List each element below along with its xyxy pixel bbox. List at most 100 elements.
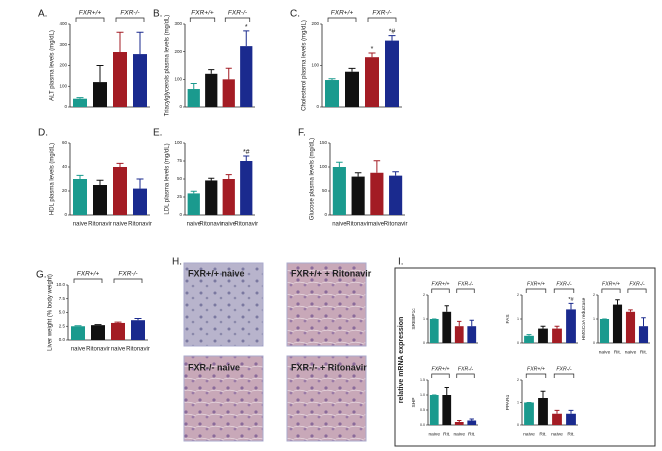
bar — [552, 413, 562, 425]
error-bar — [554, 325, 560, 329]
y-axis-label: Glucose plasma levels (mg/dL) — [310, 138, 316, 220]
bar — [625, 311, 636, 343]
y-axis-label: Cholesterol plasma levels (mg/dL) — [302, 20, 308, 111]
error-bar — [373, 160, 381, 173]
bar — [325, 80, 339, 107]
bar — [429, 395, 439, 425]
bar — [351, 176, 365, 215]
error-bar — [190, 190, 197, 194]
image-label: FXR-/- naive — [188, 362, 240, 372]
image-label: FXR+/+ + Ritonavir — [291, 268, 372, 278]
y-tick-label: 0 — [517, 423, 519, 427]
bar — [205, 73, 218, 107]
x-tick-label: Ritonavir — [126, 347, 150, 353]
group-label: FXR+/+ — [79, 10, 102, 17]
bar — [538, 328, 548, 343]
error-bar — [76, 97, 84, 99]
error-bar — [457, 420, 462, 422]
y-tick-label: 1.0 — [420, 393, 425, 397]
error-bar — [457, 320, 462, 327]
bar — [222, 79, 235, 107]
group-bracket — [431, 288, 450, 293]
y-tick-label: 200 — [311, 21, 319, 26]
group-bracket — [75, 17, 105, 22]
error-bar — [96, 65, 104, 83]
x-tick-label: Rit. — [539, 431, 546, 437]
group-label: FXR+/+ — [527, 281, 545, 287]
y-tick-label: 1.5 — [420, 378, 425, 382]
error-bar — [554, 409, 560, 414]
group-bracket — [189, 17, 216, 22]
group-label: FXR-/- — [556, 366, 572, 372]
group-bracket — [367, 17, 397, 22]
group-label: FXR-/- — [629, 281, 645, 287]
group-label: FXR-/- — [118, 271, 138, 278]
error-bar — [243, 30, 250, 47]
bar — [131, 320, 145, 340]
bar — [73, 98, 87, 107]
bar — [187, 193, 200, 215]
annotation: *# — [568, 297, 574, 303]
error-bar — [136, 178, 144, 189]
y-axis-label: FAS — [505, 314, 511, 323]
y-axis-label: LDL plasma levels (mg/dL) — [165, 143, 171, 214]
x-tick-label: naive — [370, 222, 385, 228]
y-tick-label: 200 — [59, 63, 67, 68]
group-label: FXR+/+ — [191, 10, 214, 17]
y-tick-label: 7.5 — [59, 296, 66, 301]
panel-letter: E. — [153, 128, 162, 139]
y-tick-label: 25 — [177, 194, 183, 199]
error-bar — [540, 390, 546, 398]
panel-letter: G. — [36, 270, 47, 281]
error-bar — [136, 31, 144, 55]
group-label: FXR+/+ — [331, 10, 354, 17]
bar — [566, 413, 576, 425]
group-label: FXR+/+ — [527, 366, 545, 372]
x-tick-label: Ritonavir — [234, 222, 258, 228]
error-bar — [243, 155, 250, 161]
x-tick-label: naive — [332, 222, 347, 228]
bar — [93, 185, 107, 215]
x-tick-label: Rit. — [567, 431, 574, 437]
y-tick-label: 0 — [179, 212, 182, 217]
bar — [113, 167, 127, 215]
x-tick-label: naive — [625, 349, 637, 355]
x-tick-label: naive — [454, 431, 466, 437]
x-tick-label: naive — [599, 349, 611, 355]
y-tick-label: 0 — [517, 341, 519, 345]
x-tick-label: Ritonavir — [88, 222, 112, 228]
y-tick-label: 0.5 — [420, 408, 425, 412]
x-tick-label: naive — [111, 347, 126, 353]
bar — [612, 304, 623, 343]
y-tick-label: 2 — [517, 293, 519, 297]
y-tick-label: 0 — [64, 212, 67, 217]
y-tick-label: 2 — [423, 293, 425, 297]
error-bar — [469, 319, 474, 327]
y-axis-label: SREBP1c — [411, 308, 417, 330]
panel-letter: H. — [172, 257, 182, 268]
error-bar — [444, 387, 449, 395]
group-bracket — [327, 17, 357, 22]
y-axis-label: SHP — [411, 398, 417, 408]
bar — [240, 46, 253, 107]
panel-letter: F. — [298, 128, 306, 139]
y-tick-label: 1 — [423, 317, 425, 321]
group-bracket — [553, 288, 575, 293]
group-label: FXR+/+ — [432, 366, 450, 372]
y-tick-label: 0 — [316, 104, 319, 109]
y-tick-label: 100 — [311, 63, 319, 68]
bar — [599, 319, 610, 343]
y-axis-label: HMGCoA reductase — [581, 297, 587, 340]
bar — [93, 82, 107, 107]
error-bar — [615, 299, 620, 305]
y-tick-label: 0 — [324, 212, 327, 217]
y-tick-label: 0.0 — [59, 337, 66, 342]
bar — [187, 89, 200, 107]
histology-image — [286, 262, 367, 347]
group-label: FXR-/- — [556, 281, 572, 287]
error-bar — [348, 67, 356, 72]
error-bar — [354, 172, 362, 177]
x-tick-label: Ritonavir — [86, 347, 110, 353]
x-tick-label: naive — [113, 222, 128, 228]
y-axis-label: Triacylglycerols plasma levels (mg/dL) — [165, 15, 171, 116]
